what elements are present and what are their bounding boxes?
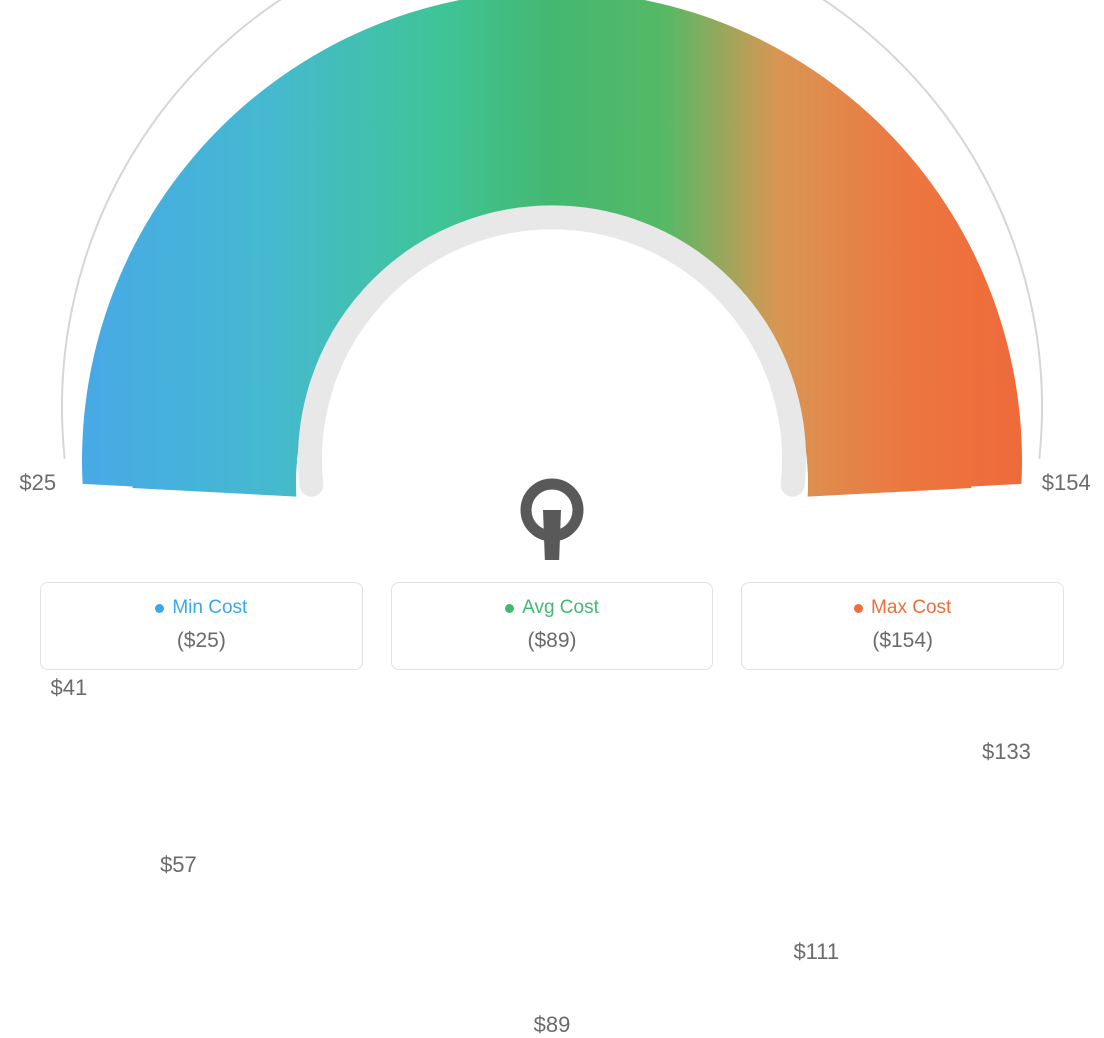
gauge-tick-label: $57 (160, 852, 197, 878)
legend-card-min: Min Cost ($25) (40, 582, 363, 670)
gauge-tick-label: $89 (534, 1012, 571, 1038)
gauge-tick-label: $25 (19, 470, 56, 496)
legend-row: Min Cost ($25) Avg Cost ($89) Max Cost (… (0, 582, 1104, 670)
gauge-tick-label: $154 (1042, 470, 1091, 496)
gauge-svg (0, 0, 1104, 560)
legend-dot-min (155, 604, 164, 613)
legend-card-max: Max Cost ($154) (741, 582, 1064, 670)
legend-value-max: ($154) (742, 629, 1063, 653)
legend-value-avg: ($89) (392, 629, 713, 653)
legend-label-avg: Avg Cost (522, 597, 599, 619)
legend-label-max: Max Cost (871, 597, 951, 619)
legend-dot-avg (505, 604, 514, 613)
legend-title-max: Max Cost (854, 597, 951, 619)
legend-dot-max (854, 604, 863, 613)
legend-card-avg: Avg Cost ($89) (391, 582, 714, 670)
cost-gauge: $25$41$57$89$111$133$154 (0, 0, 1104, 560)
legend-value-min: ($25) (41, 629, 362, 653)
gauge-tick-label: $111 (793, 939, 839, 965)
gauge-tick-label: $133 (982, 739, 1031, 765)
legend-title-min: Min Cost (155, 597, 247, 619)
legend-title-avg: Avg Cost (505, 597, 599, 619)
gauge-tick-label: $41 (50, 675, 87, 701)
legend-label-min: Min Cost (172, 597, 247, 619)
